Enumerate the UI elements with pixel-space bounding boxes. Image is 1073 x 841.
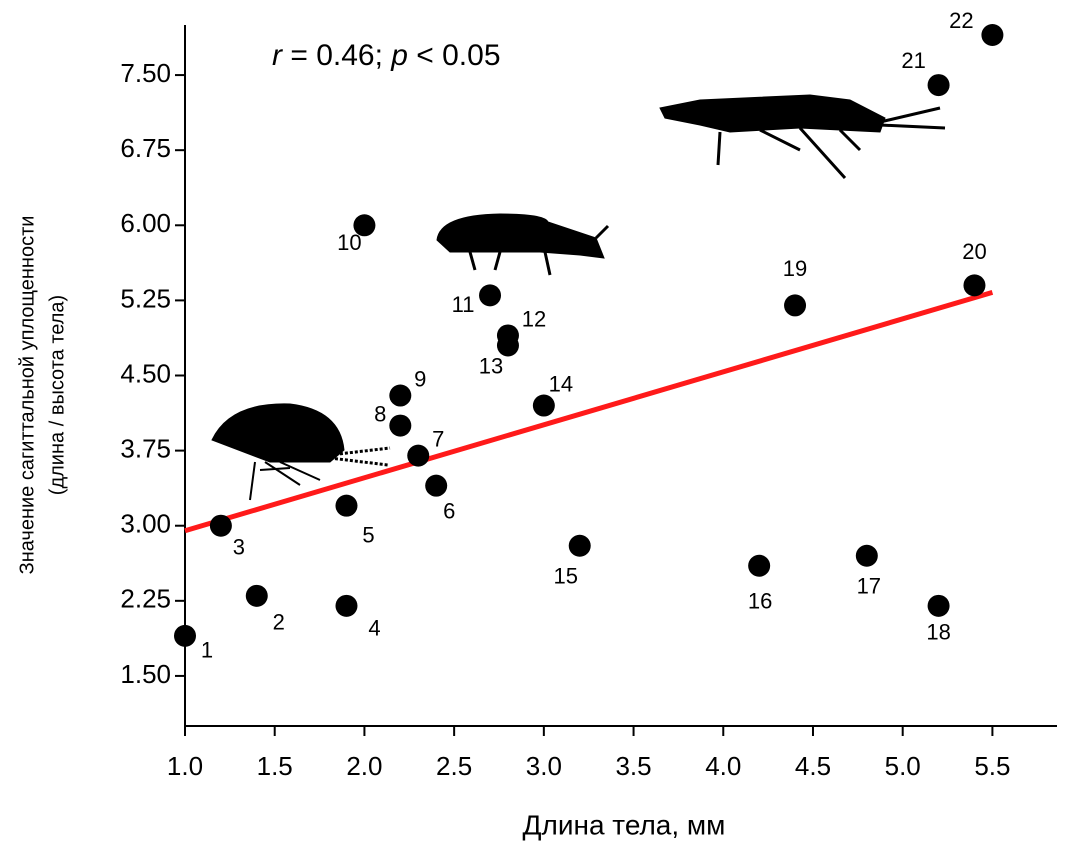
y-tick-label: 4.50 [120,358,171,388]
x-tick-label: 5.5 [974,751,1010,781]
point-label: 5 [362,522,374,547]
x-tick-label: 1.0 [167,751,203,781]
point-label: 21 [901,48,925,73]
point-label: 12 [522,306,546,331]
annotation: r = 0.46; p < 0.05 [272,39,501,72]
point [496,334,519,357]
point-label: 2 [273,610,285,635]
x-tick-label: 4.5 [795,751,831,781]
point-label: 13 [479,353,503,378]
point-label: 10 [337,230,361,255]
x-tick-label: 4.0 [705,751,741,781]
point-label: 7 [432,426,444,451]
point [479,284,502,307]
x-tick-label: 2.5 [436,751,472,781]
annotation-part: r [272,39,283,72]
y-tick-label: 1.50 [120,659,171,689]
point-label: 14 [549,371,573,396]
point [963,274,986,297]
point [927,594,950,617]
y-tick-label: 3.75 [120,433,171,463]
point [209,514,232,537]
point [425,474,448,497]
x-tick-label: 2.0 [346,751,382,781]
beetle-silhouette [211,94,946,501]
point-label: 1 [201,638,213,663]
y-tick-label: 3.00 [120,509,171,539]
x-tick-label: 5.0 [885,751,921,781]
point-label: 18 [926,620,950,645]
point [174,624,196,647]
point [389,414,412,437]
point-label: 20 [962,239,986,264]
point [568,534,591,557]
point-label: 11 [452,292,475,317]
annotation-part: < 0.05 [408,39,501,72]
point [855,544,878,567]
point-label: 4 [368,616,380,641]
point [245,584,268,607]
y-axis-label: (длина / высота тела) [46,295,68,495]
x-tick-label: 3.5 [615,751,651,781]
point [748,554,771,577]
point-label: 9 [414,366,426,391]
y-tick-label: 7.50 [120,58,171,88]
y-tick-label: 2.25 [120,584,171,614]
point-label: 22 [949,8,973,33]
x-tick-label: 1.5 [257,751,293,781]
point [784,294,807,317]
point-label: 8 [374,401,386,426]
y-tick-label: 6.75 [120,133,171,163]
point-label: 15 [553,564,577,589]
trend-line [184,289,994,534]
y-tick-label: 6.00 [120,208,171,238]
point [927,74,950,97]
point-label: 19 [783,256,807,281]
point [532,394,555,417]
point [335,594,358,617]
point-label: 16 [748,589,772,614]
point [981,24,1004,47]
annotation-part: p [390,39,408,72]
point [335,494,358,517]
point-label: 6 [443,498,455,523]
y-tick-label: 5.25 [120,283,171,313]
point [389,384,412,407]
y-axis-label: Значение сагиттальной уплощенности [16,216,38,575]
annotation-part: = 0.46; [282,39,391,72]
point [353,214,376,237]
point-label: 17 [857,574,881,599]
point-label: 3 [233,535,245,560]
x-tick-label: 3.0 [526,751,562,781]
x-axis-label: Длина тела, мм [523,809,726,840]
point [407,444,430,467]
